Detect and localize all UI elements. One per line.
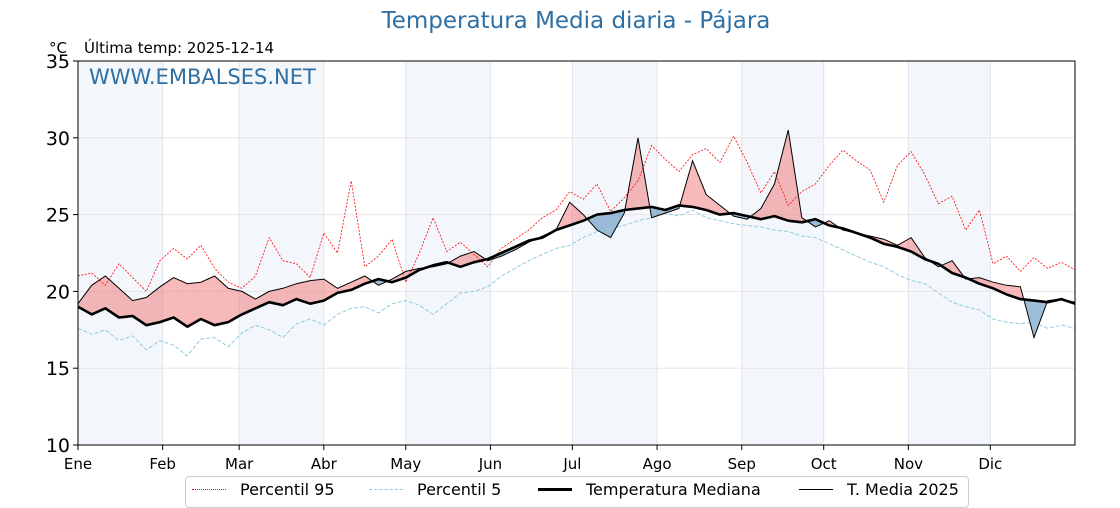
deviation-fill (269, 288, 283, 306)
legend-label-2025: T. Media 2025 (847, 480, 959, 499)
legend-label-p95: Percentil 95 (240, 480, 335, 499)
x-tick-label: Mar (225, 455, 254, 473)
y-tick-label: 35 (46, 51, 70, 73)
legend: Percentil 95 Percentil 5 Temperatura Med… (185, 476, 969, 508)
deviation-fill (760, 183, 775, 220)
percentil-95-line (77, 135, 1076, 293)
legend-item-median: Temperatura Mediana (538, 480, 761, 499)
month-shade-jul (572, 61, 658, 445)
x-tick-label: May (390, 455, 421, 473)
legend-swatch-p5 (369, 489, 403, 490)
deviation-fill (78, 285, 92, 315)
y-axis: 10 15 20 25 30 35 (46, 51, 78, 457)
deviation-fill (993, 282, 1007, 295)
y-unit-label: °C (49, 39, 67, 57)
legend-label-p5: Percentil 5 (417, 480, 502, 499)
deviation-fill (296, 280, 311, 304)
deviation-fill (187, 282, 201, 327)
last-temp-label: Última temp: 2025-12-14 (84, 39, 275, 57)
legend-item-2025: T. Media 2025 (799, 480, 959, 499)
deviation-fill (200, 276, 215, 326)
deviation-fill (173, 277, 188, 327)
media-2025-line (77, 129, 1076, 340)
chart-title: Temperatura Media diaria - Pájara (381, 8, 771, 34)
month-shading (78, 61, 991, 445)
plot-frame (77, 60, 1076, 446)
x-tick-label: Ago (643, 455, 672, 473)
deviation-fill (1023, 299, 1035, 338)
mediana-line (77, 204, 1076, 328)
y-tick-label: 15 (46, 358, 70, 380)
deviation-fill (569, 202, 584, 226)
deviation-fill (228, 288, 242, 323)
x-tick-label: Ene (64, 455, 92, 473)
month-shade-ene (78, 61, 163, 445)
y-tick-label: 10 (46, 435, 70, 457)
deviation-fill (323, 279, 338, 301)
x-tick-label: Jun (478, 455, 502, 473)
deviation-fill (774, 130, 789, 221)
x-tick-label: Dic (978, 455, 1002, 473)
legend-item-p95: Percentil 95 (192, 480, 335, 499)
deviation-fill (255, 291, 270, 309)
deviation-fill (448, 256, 461, 267)
x-tick-label: Jul (562, 455, 581, 473)
legend-item-p5: Percentil 5 (369, 480, 501, 499)
deviation-fill (105, 276, 119, 318)
month-shade-may (405, 61, 491, 445)
x-tick-label: Sep (728, 455, 756, 473)
deviation-fill (310, 279, 324, 304)
x-axis: Ene Feb Mar Abr May Jun Jul Ago Sep Oct Nov Dic (64, 445, 1002, 473)
watermark: WWW.EMBALSES.NET (89, 65, 316, 89)
x-tick-label: Nov (894, 455, 923, 473)
x-tick-label: Feb (149, 455, 176, 473)
deviation-fill (706, 194, 720, 215)
legend-swatch-2025 (799, 489, 833, 490)
deviation-fill (214, 276, 229, 326)
deviation-fill (979, 277, 994, 289)
legend-swatch-median (538, 488, 572, 491)
deviation-fill (118, 288, 133, 318)
legend-swatch-p95 (192, 489, 226, 490)
x-tick-label: Abr (311, 455, 338, 473)
series-lines (77, 129, 1076, 357)
x-tick-label: Oct (811, 455, 837, 473)
month-shade-sep (741, 61, 824, 445)
deviation-fill (159, 277, 174, 323)
deviation-fill (351, 276, 365, 290)
deviation-fill (692, 160, 707, 210)
month-shade-mar (239, 61, 324, 445)
deviation-fill (146, 286, 160, 326)
legend-label-median: Temperatura Mediana (586, 480, 761, 499)
y-tick-label: 30 (46, 128, 70, 150)
deviation-fill (1006, 285, 1021, 300)
y-tick-label: 20 (46, 281, 70, 303)
percentil-5-line (77, 209, 1076, 357)
deviation-fill (91, 276, 106, 315)
deviation-fill (392, 271, 406, 283)
y-tick-label: 25 (46, 205, 70, 227)
